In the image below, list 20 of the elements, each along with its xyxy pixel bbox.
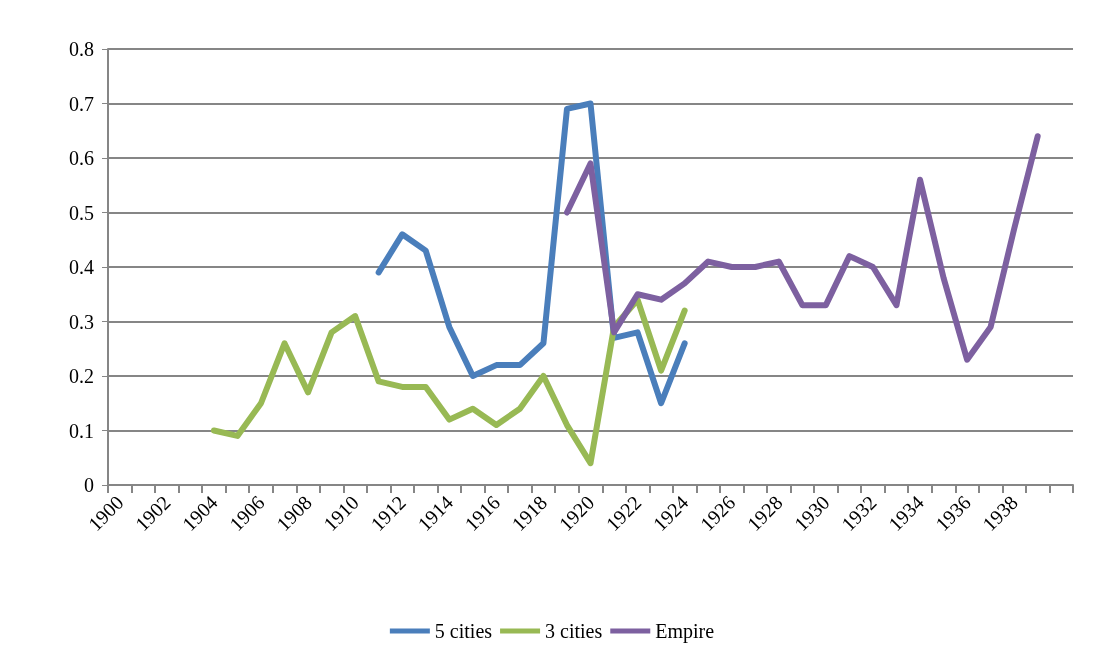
y-tick-label: 0.3 bbox=[69, 310, 94, 333]
x-tick-label: 1932 bbox=[836, 491, 881, 536]
y-tick-label: 0.1 bbox=[69, 419, 94, 442]
y-tick-label: 0.6 bbox=[69, 147, 94, 169]
x-tick-label: 1912 bbox=[366, 491, 410, 536]
x-tick-label: 1902 bbox=[130, 491, 175, 536]
y-tick-label: 0.8 bbox=[69, 38, 94, 60]
x-tick-label: 1908 bbox=[272, 491, 316, 536]
y-tick-label: 0.5 bbox=[69, 201, 94, 224]
x-tick-label: 1922 bbox=[601, 491, 646, 536]
y-tick-label: 0.2 bbox=[69, 365, 94, 387]
y-tick-label: 0.4 bbox=[69, 256, 94, 278]
legend-label: Empire bbox=[655, 620, 715, 643]
x-tick-label: 1930 bbox=[789, 491, 834, 536]
legend-label: 3 cities bbox=[545, 620, 603, 642]
y-tick-label: 0.7 bbox=[69, 92, 94, 115]
x-tick-label: 1920 bbox=[554, 491, 599, 536]
x-tick-label: 1938 bbox=[978, 491, 1022, 536]
legend-label: 5 cities bbox=[434, 620, 493, 642]
x-tick-label: 1910 bbox=[319, 491, 363, 536]
